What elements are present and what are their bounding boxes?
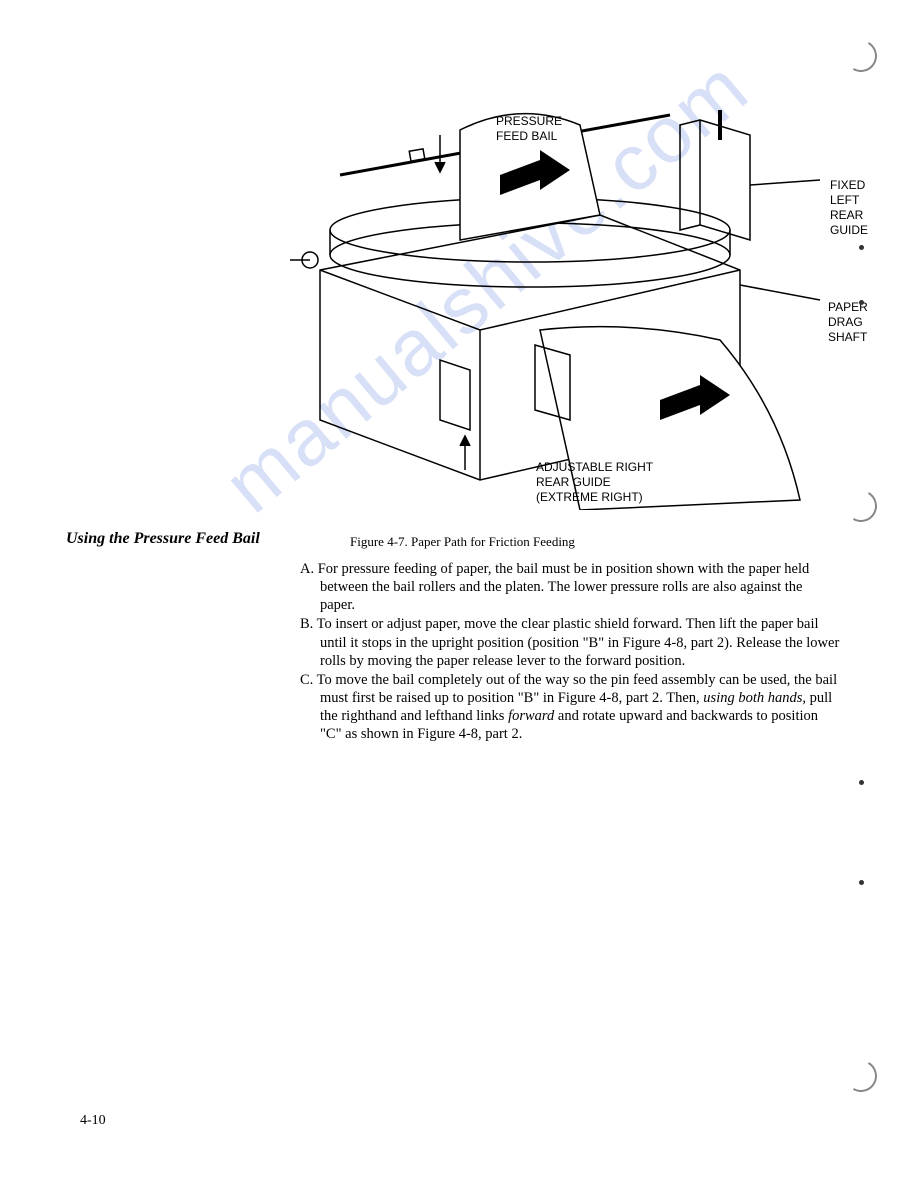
label-fixed-left-rear-guide: FIXED LEFT REAR GUIDE <box>830 178 868 238</box>
label-pressure-feed-bail: PRESSURE FEED BAIL <box>496 114 562 144</box>
page-number: 4-10 <box>80 1113 106 1129</box>
label-adjustable-right-rear-guide: ADJUSTABLE RIGHT REAR GUIDE (EXTREME RIG… <box>536 460 653 505</box>
label-text-line: DRAG SHAFT <box>828 315 867 344</box>
label-text-line: FIXED LEFT <box>830 178 865 207</box>
item-prefix: B. <box>300 616 317 632</box>
label-text-line: ADJUSTABLE RIGHT <box>536 460 653 474</box>
list-item-a: A. For pressure feeding of paper, the ba… <box>300 560 840 614</box>
page-container: manualshive.com <box>0 0 919 1189</box>
instruction-list: A. For pressure feeding of paper, the ba… <box>300 560 840 744</box>
figure-caption: Figure 4-7. Paper Path for Friction Feed… <box>350 534 575 550</box>
binder-hole-icon <box>841 1056 880 1095</box>
label-text-line: REAR GUIDE <box>536 475 611 489</box>
section-heading: Using the Pressure Feed Bail <box>66 530 260 548</box>
list-item-b: B. To insert or adjust paper, move the c… <box>300 615 840 669</box>
label-paper-drag-shaft: PAPER DRAG SHAFT <box>828 300 868 345</box>
label-text-line: REAR GUIDE <box>830 208 868 237</box>
item-prefix: A. <box>300 561 318 577</box>
item-text-italic: using both hands, <box>703 690 806 706</box>
item-prefix: C. <box>300 672 317 688</box>
label-text-line: (EXTREME RIGHT) <box>536 490 643 504</box>
figure-4-7: PRESSURE FEED BAIL FIXED LEFT REAR GUIDE… <box>80 80 849 540</box>
binder-hole-icon <box>841 36 880 75</box>
item-text: For pressure feeding of paper, the bail … <box>318 561 810 613</box>
printer-diagram <box>280 80 840 510</box>
margin-dot <box>859 300 864 305</box>
label-text-line: FEED BAIL <box>496 129 557 143</box>
margin-dot <box>859 245 864 250</box>
item-text-italic: forward <box>508 708 554 724</box>
margin-dot <box>859 880 864 885</box>
margin-dot <box>859 780 864 785</box>
label-text-line: PRESSURE <box>496 114 562 128</box>
item-text: To insert or adjust paper, move the clea… <box>317 616 840 668</box>
list-item-c: C. To move the bail completely out of th… <box>300 671 840 744</box>
